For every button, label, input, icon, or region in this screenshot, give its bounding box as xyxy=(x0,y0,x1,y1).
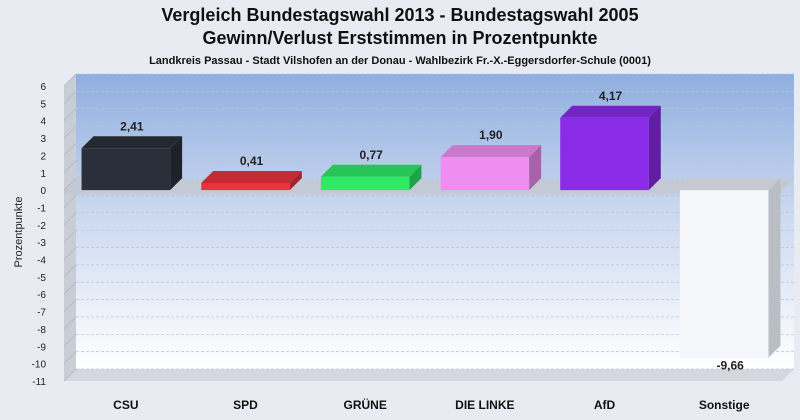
grid-line-wall xyxy=(63,282,77,295)
bar-side xyxy=(768,178,781,358)
bar-front xyxy=(560,117,649,191)
value-label: -9,66 xyxy=(716,359,744,373)
grid-line-wall xyxy=(63,316,77,330)
y-tick-label: -1 xyxy=(37,203,46,214)
grid-line-wall xyxy=(63,125,77,139)
bar-front xyxy=(201,183,290,191)
y-axis-label: Prozentpunkte xyxy=(13,197,25,268)
grid-line-wall xyxy=(63,143,77,156)
grid-line-wall xyxy=(63,334,77,347)
y-tick-label: -2 xyxy=(37,221,46,232)
y-tick-label: 5 xyxy=(40,99,46,110)
category-label: GRÜNE xyxy=(343,397,386,412)
bar-sonstige xyxy=(679,178,781,358)
value-label: 2,41 xyxy=(120,119,144,133)
grid-line-wall xyxy=(63,212,77,226)
grid-line-wall xyxy=(63,160,77,173)
y-tick-label: -10 xyxy=(32,360,47,371)
plot-left-wall xyxy=(64,74,76,381)
bar-side xyxy=(170,136,183,191)
value-label: 0,41 xyxy=(240,154,264,168)
grid-line-wall xyxy=(63,351,77,364)
y-tick-label: -7 xyxy=(37,308,46,319)
grid-line-wall xyxy=(63,108,77,121)
y-tick-label: 1 xyxy=(40,169,46,180)
bar-front xyxy=(440,157,530,191)
grid-line-wall xyxy=(63,73,77,87)
bar-side xyxy=(409,164,422,191)
grid-line-wall xyxy=(63,195,77,208)
y-tick-label: -11 xyxy=(32,377,46,388)
bars xyxy=(81,105,781,358)
grid-line-wall xyxy=(63,299,77,312)
bar-front xyxy=(81,148,171,191)
grid-line-wall xyxy=(63,264,77,278)
grid-line-wall xyxy=(63,91,77,104)
chart-subtitle: Landkreis Passau - Stadt Vilshofen an de… xyxy=(149,55,651,67)
y-tick-label: -4 xyxy=(37,256,46,267)
value-labels: 2,41 0,41 0,77 1,90 4,17 -9,66 xyxy=(120,89,744,373)
bar-top xyxy=(440,145,542,158)
y-tick-label: 4 xyxy=(40,117,46,128)
category-label: Sonstige xyxy=(699,398,750,412)
bar-side xyxy=(529,145,542,191)
bar-csu xyxy=(81,136,183,191)
category-labels: CSU SPD GRÜNE DIE LINKE AfD Sonstige xyxy=(113,397,750,412)
y-tick-label: 2 xyxy=(40,151,46,162)
category-label: SPD xyxy=(233,398,258,412)
y-tick-label: -8 xyxy=(37,325,46,336)
category-label: AfD xyxy=(594,398,616,412)
y-tick-label: -9 xyxy=(37,342,46,353)
bar-top xyxy=(81,136,183,149)
bar-top xyxy=(560,105,661,118)
bar-die-linke xyxy=(440,145,542,191)
grid-line-wall xyxy=(63,247,77,260)
bar-side xyxy=(648,105,661,191)
value-label: 1,90 xyxy=(479,128,503,142)
y-tick-label: 0 xyxy=(40,186,46,197)
bar-front xyxy=(679,190,769,358)
bar-afd xyxy=(560,105,661,191)
plot-background xyxy=(76,74,794,369)
grid-line-wall xyxy=(63,368,77,382)
bar-grüne xyxy=(320,164,422,191)
plot-floor xyxy=(64,369,794,381)
y-axis-ticks: 6 5 4 3 2 1 0 -1 -2 -3 -4 -5 -6 -7 -8 -9 -10 -11 xyxy=(32,82,47,388)
grid-line-wall xyxy=(63,229,77,243)
category-label: CSU xyxy=(113,398,138,412)
chart-title-2: Gewinn/Verlust Erststimmen in Prozentpun… xyxy=(202,28,597,48)
bar-top xyxy=(320,164,422,177)
category-label: DIE LINKE xyxy=(455,398,514,412)
bar-front xyxy=(320,176,410,191)
y-tick-label: -5 xyxy=(37,273,46,284)
y-tick-label: -3 xyxy=(37,238,46,249)
value-label: 4,17 xyxy=(599,89,623,103)
grid-line-wall xyxy=(63,177,77,191)
y-tick-label: -6 xyxy=(37,290,46,301)
bar-spd xyxy=(201,171,302,191)
chart-title: Vergleich Bundestagswahl 2013 - Bundesta… xyxy=(161,5,638,25)
value-label: 0,77 xyxy=(359,148,383,162)
y-tick-label: 6 xyxy=(40,82,46,93)
y-tick-label: 3 xyxy=(40,134,46,145)
bar-top xyxy=(679,178,781,191)
bar-side xyxy=(289,171,302,191)
bar-top xyxy=(201,171,302,184)
